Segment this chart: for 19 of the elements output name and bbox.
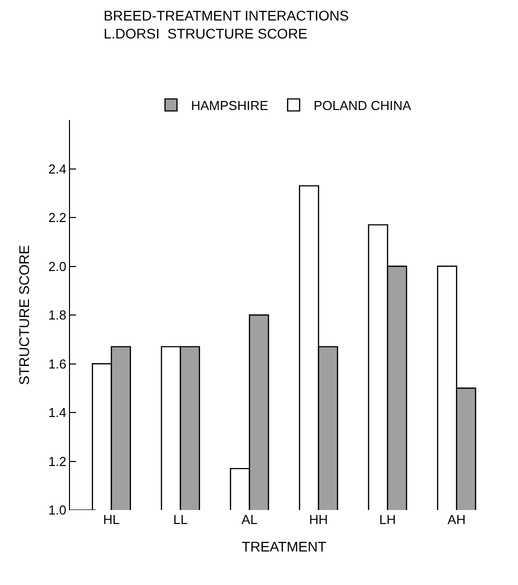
y-tick-label: 1.2 <box>48 454 66 469</box>
y-tick-label: 1.4 <box>48 405 66 420</box>
x-tick-label: HL <box>103 512 120 527</box>
y-tick-label: 2.2 <box>48 210 66 226</box>
legend-label: HAMPSHIRE <box>191 98 269 114</box>
x-tick-label: LH <box>379 512 396 527</box>
x-tick-label: HH <box>309 512 328 527</box>
y-axis-title: STRUCTURE SCORE <box>16 244 32 386</box>
x-tick-label: AL <box>242 512 258 527</box>
legend-label: POLAND CHINA <box>314 98 412 114</box>
x-tick-label: LL <box>173 512 188 527</box>
chart-title: BREED-TREATMENT INTERACTIONS L.DORSI STRUCTURE SCORE <box>104 7 349 42</box>
y-tick-label: 2.4 <box>48 161 66 176</box>
y-tick-label: 1.8 <box>48 308 66 323</box>
x-tick-label: AH <box>448 512 466 527</box>
y-tick-label: 1.6 <box>48 356 66 372</box>
y-tick-label: 1.0 <box>48 502 66 518</box>
y-tick-label: 2.0 <box>48 258 66 274</box>
x-axis-title: TREATMENT <box>242 538 327 554</box>
